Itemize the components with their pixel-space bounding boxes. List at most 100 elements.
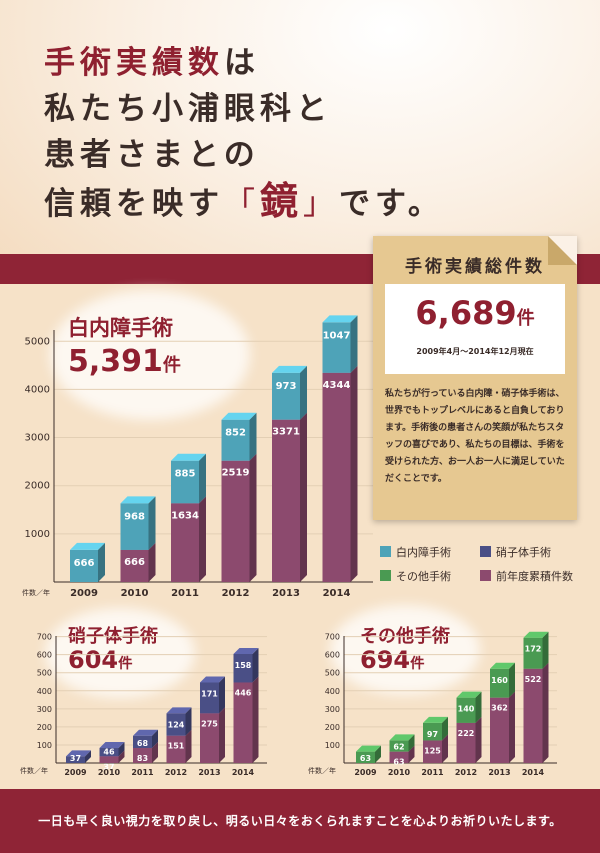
value-label-cumulative-vitreous-2014: 446 — [235, 688, 252, 697]
summary-period: 2009年4月～2014年12月現在 — [416, 347, 534, 356]
legend-item-cumulative: 前年度累積件数 — [480, 569, 573, 585]
bar-current-cataract-2011-top — [171, 453, 206, 461]
ytick-label-vitreous-3: 400 — [37, 687, 52, 696]
bar-current-other-2011-front — [423, 722, 442, 741]
value-label-current-other-2014: 172 — [525, 645, 542, 654]
value-label-cumulative-cataract-2010: 666 — [124, 557, 145, 568]
title-glow-other — [330, 605, 480, 695]
legend-swatch-cumulative — [480, 570, 491, 581]
value-label-current-cataract-2010: 968 — [124, 511, 145, 522]
ytick-label-cataract-0: 1000 — [25, 529, 50, 540]
value-label-cumulative-cataract-2013: 3371 — [272, 427, 300, 438]
summary-total-box: 6,689件 2009年4月～2014年12月現在 — [385, 284, 565, 374]
value-label-current-vitreous-2014: 158 — [235, 661, 252, 670]
bar-cumulative-other-2012-front — [456, 722, 476, 763]
bar-cumulative-cataract-2012-front — [221, 460, 250, 582]
bar-current-other-2010-top — [389, 734, 415, 741]
year-label-other-2010: 2010 — [388, 768, 411, 777]
year-label-other-2012: 2012 — [455, 768, 477, 777]
bar-current-other-2011-top — [423, 716, 448, 723]
headline-line1-rest: は — [224, 45, 260, 81]
value-label-current-other-2011: 97 — [427, 730, 438, 739]
bar-current-other-2009-front — [356, 751, 375, 763]
ytick-label-vitreous-4: 500 — [37, 669, 52, 678]
legend-label-cataract: 白内障手術 — [396, 546, 451, 559]
bar-cumulative-vitreous-2013-side — [219, 707, 225, 763]
value-label-current-cataract-2013: 973 — [276, 381, 297, 392]
ytick-label-other-4: 500 — [325, 669, 340, 678]
bar-current-vitreous-2010-front — [99, 748, 119, 757]
bar-cumulative-cataract-2010-front — [120, 549, 149, 582]
bar-cumulative-other-2013-front — [490, 697, 509, 763]
bar-current-other-2010-side — [408, 734, 415, 752]
chart-total-other-value: 694 — [360, 646, 411, 674]
value-label-current-cataract-2012: 852 — [225, 428, 246, 439]
bar-current-cataract-2011-side — [199, 453, 206, 504]
value-label-current-vitreous-2012: 124 — [168, 720, 185, 729]
bar-current-vitreous-2013-side — [219, 676, 225, 714]
value-label-cumulative-vitreous-2011: 83 — [137, 754, 148, 763]
value-label-cumulative-vitreous-2013: 275 — [201, 719, 218, 728]
headline-kagami: 鏡 — [260, 179, 304, 223]
bar-current-cataract-2009-side — [98, 542, 105, 582]
legend-item-other: その他手術 — [380, 569, 451, 585]
value-label-current-cataract-2011: 885 — [175, 469, 196, 480]
bar-cumulative-vitreous-2010-side — [118, 750, 125, 763]
axis-unit-label-vitreous: 件数／年 — [20, 766, 48, 775]
summary-description: 私たちが行っている白内障・硝子体手術は、世界でもトップレベルにあると自負しており… — [385, 389, 565, 484]
value-label-cumulative-cataract-2012: 2519 — [222, 468, 250, 479]
year-label-cataract-2012: 2012 — [222, 588, 250, 599]
summary-total-unit: 件 — [516, 308, 535, 329]
value-label-current-cataract-2009: 666 — [74, 558, 95, 569]
bar-current-vitreous-2011-side — [152, 729, 158, 749]
legend-swatch-vitreous — [480, 546, 491, 557]
value-label-cumulative-vitreous-2012: 151 — [168, 742, 185, 751]
bar-current-other-2009-top — [356, 745, 381, 752]
bar-current-vitreous-2014-side — [252, 647, 259, 683]
bar-current-cataract-2014-top — [322, 315, 358, 323]
bar-current-cataract-2014-side — [350, 315, 358, 373]
bar-current-cataract-2010-top — [120, 496, 156, 504]
bar-cumulative-cataract-2011-front — [171, 503, 199, 582]
bar-current-vitreous-2014-top — [233, 647, 259, 654]
year-label-vitreous-2014: 2014 — [232, 768, 255, 777]
summary-title: 手術実績総件数 — [405, 257, 545, 277]
year-label-cataract-2011: 2011 — [171, 588, 199, 599]
year-label-other-2013: 2013 — [488, 768, 510, 777]
bar-current-vitreous-2010-side — [118, 742, 125, 757]
bar-cumulative-vitreous-2012-front — [166, 735, 186, 763]
headline-bracket-open: 「 — [224, 186, 260, 222]
bar-cumulative-vitreous-2012-side — [185, 729, 192, 763]
ytick-label-vitreous-5: 600 — [37, 651, 52, 660]
bar-current-cataract-2011-front — [171, 460, 199, 504]
legend-swatch-other — [380, 570, 391, 581]
value-label-cumulative-other-2014: 522 — [525, 675, 542, 684]
bar-cumulative-vitreous-2011-front — [133, 748, 152, 763]
summary-total: 6,689件 — [385, 294, 565, 332]
value-label-cumulative-cataract-2014: 4344 — [323, 380, 351, 391]
bar-cumulative-vitreous-2010-front — [99, 756, 119, 763]
legend-label-vitreous: 硝子体手術 — [496, 546, 551, 559]
title-glow-cataract — [50, 290, 250, 420]
legend: 白内障手術 硝子体手術 その他手術 前年度累積件数 — [380, 545, 580, 587]
bar-current-vitreous-2014-front — [233, 653, 253, 683]
bar-current-vitreous-2009-front — [66, 756, 85, 763]
ytick-label-other-6: 700 — [325, 633, 340, 642]
ytick-label-vitreous-0: 100 — [37, 741, 52, 750]
bar-cumulative-other-2013-side — [509, 691, 515, 763]
bar-cumulative-other-2011-side — [442, 734, 448, 763]
ytick-label-other-1: 200 — [325, 723, 340, 732]
year-label-other-2009: 2009 — [354, 768, 377, 777]
bar-cumulative-other-2010-side — [408, 745, 415, 763]
bar-cumulative-vitreous-2014-side — [252, 676, 259, 763]
legend-label-cumulative: 前年度累積件数 — [496, 570, 573, 583]
bar-current-cataract-2012-side — [249, 412, 257, 461]
value-label-cumulative-vitreous-2010: 37 — [103, 762, 114, 771]
summary-total-value: 6,689 — [415, 294, 517, 332]
bar-cumulative-vitreous-2011-side — [152, 742, 158, 763]
year-label-other-2011: 2011 — [421, 768, 444, 777]
bar-cumulative-cataract-2014-side — [350, 365, 358, 582]
ytick-label-other-2: 300 — [325, 705, 340, 714]
value-label-cumulative-cataract-2011: 1634 — [171, 510, 199, 521]
